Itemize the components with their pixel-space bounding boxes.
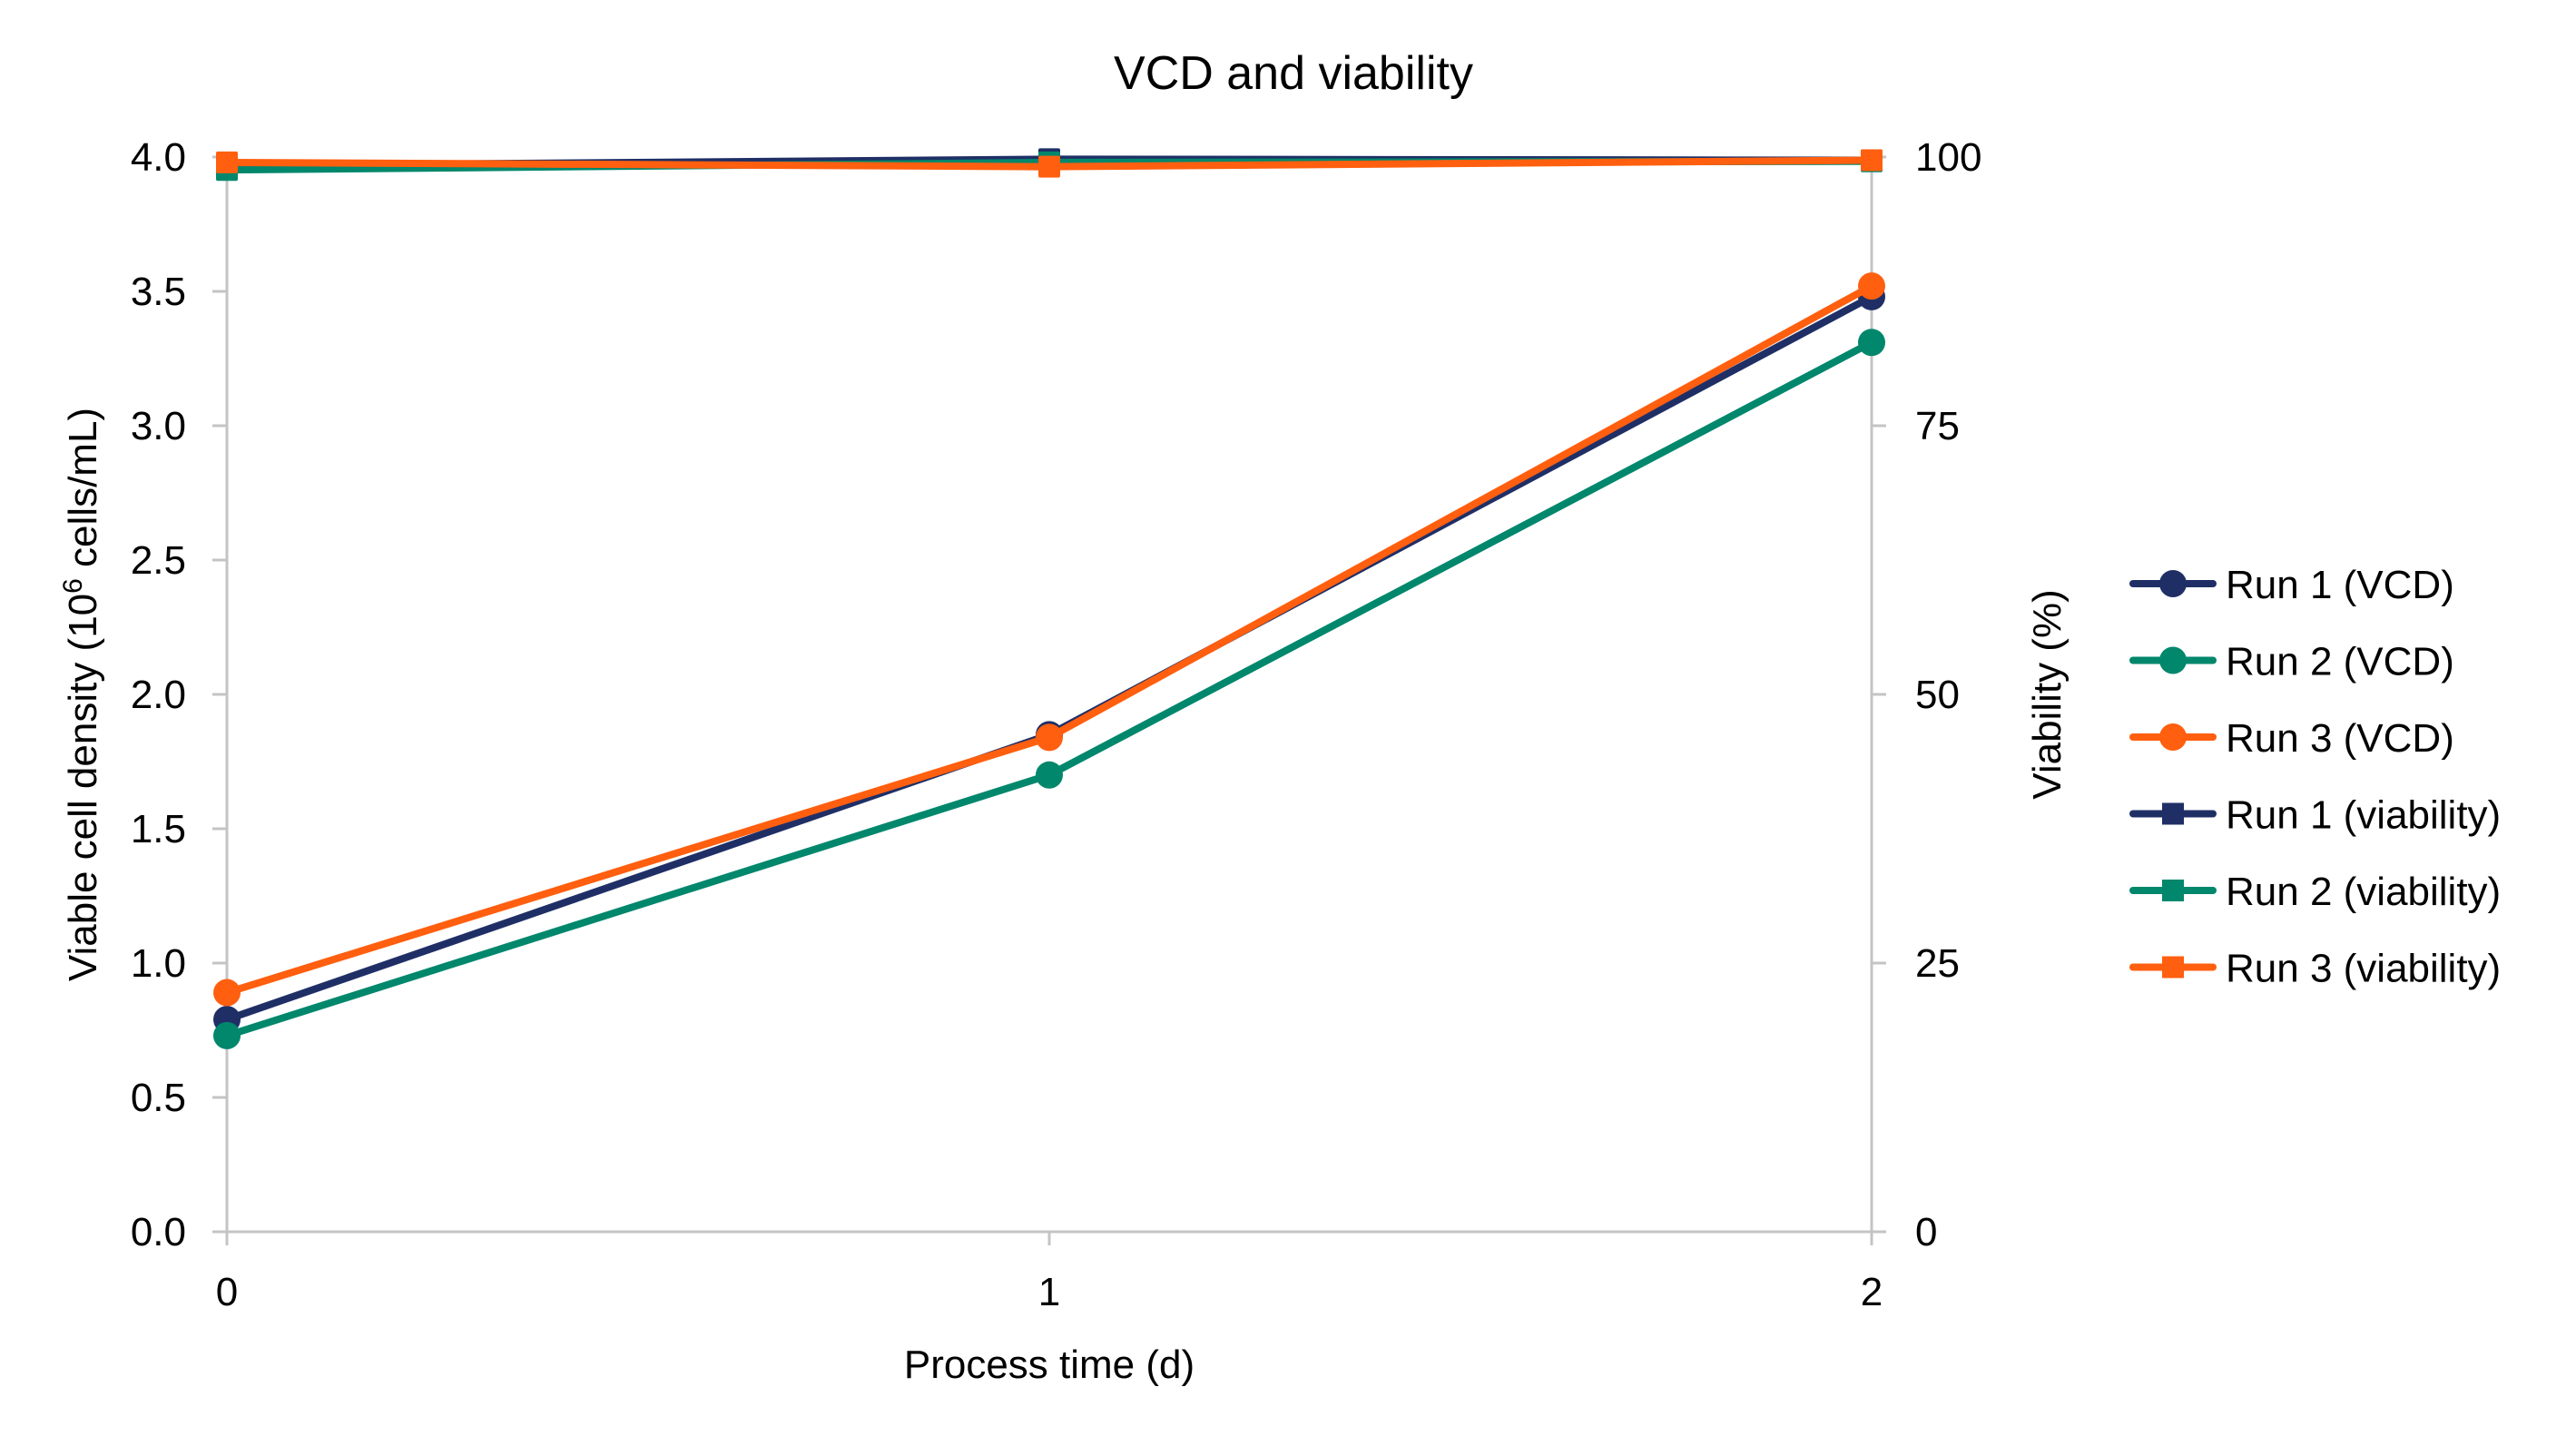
- data-point-circle[interactable]: [1036, 723, 1063, 752]
- series-run-3-viability: [216, 149, 1883, 178]
- legend-label: Run 1 (viability): [2226, 793, 2501, 838]
- x-tick-label: 0: [216, 1270, 238, 1314]
- axes: [213, 157, 1885, 1244]
- y-axis-title: Viable cell density (106 cells/mL): [58, 408, 105, 981]
- right-tick-label: 75: [1915, 404, 1960, 448]
- series-line: [225, 282, 1873, 997]
- y-axis-title-unit: cells/mL): [61, 408, 105, 578]
- data-point-square[interactable]: [1861, 149, 1883, 172]
- right-tick-label: 50: [1915, 673, 1960, 717]
- legend-item[interactable]: Run 1 (viability): [2129, 793, 2501, 838]
- legend-label: Run 2 (VCD): [2226, 640, 2454, 684]
- legend-label: Run 1 (VCD): [2226, 563, 2454, 607]
- legend-circle-marker-icon: [2159, 646, 2187, 674]
- legend-square-marker-icon: [2162, 956, 2184, 979]
- legend-item[interactable]: Run 1 (VCD): [2129, 563, 2454, 607]
- right-tick-label: 0: [1915, 1210, 1937, 1254]
- right-tick-label: 25: [1915, 941, 1960, 986]
- left-tick-label: 1.0: [131, 941, 186, 986]
- data-point-circle[interactable]: [1858, 329, 1885, 357]
- data-point-circle[interactable]: [213, 979, 241, 1007]
- legend-square-marker-icon: [2162, 880, 2184, 901]
- left-tick-label: 3.0: [131, 404, 186, 448]
- x-ticks: 0 1 2: [216, 1232, 1883, 1314]
- right-ticks: 0 25 50 75 100: [1872, 135, 1981, 1254]
- y-axis-title-superscript: 6: [58, 578, 88, 594]
- left-tick-label: 2.5: [131, 538, 186, 583]
- legend-item[interactable]: Run 3 (viability): [2129, 947, 2501, 991]
- data-point-circle[interactable]: [1858, 272, 1885, 300]
- series-line: [225, 293, 1873, 1023]
- series-run-3-vcd: [213, 272, 1885, 1007]
- x-tick-label: 2: [1861, 1270, 1883, 1314]
- legend-label: Run 3 (viability): [2226, 947, 2501, 991]
- legend-item[interactable]: Run 3 (VCD): [2129, 716, 2454, 761]
- right-tick-label: 100: [1915, 135, 1981, 180]
- x-axis-title: Process time (d): [904, 1343, 1195, 1387]
- legend-square-marker-icon: [2162, 802, 2184, 825]
- y-axis-title-main: Viable cell density (10: [61, 594, 105, 981]
- legend-item[interactable]: Run 2 (VCD): [2129, 640, 2454, 684]
- chart-title: VCD and viability: [1114, 47, 1473, 100]
- series-layer: [213, 148, 1885, 1049]
- legend-label: Run 2 (viability): [2226, 870, 2501, 914]
- legend-circle-marker-icon: [2159, 723, 2187, 751]
- left-tick-label: 3.5: [131, 270, 186, 314]
- x-tick-label: 1: [1038, 1270, 1060, 1314]
- legend-circle-marker-icon: [2159, 570, 2187, 597]
- data-point-square[interactable]: [216, 151, 238, 173]
- left-tick-label: 0.0: [131, 1210, 186, 1254]
- data-point-square[interactable]: [1038, 155, 1060, 178]
- legend-label: Run 3 (VCD): [2226, 716, 2454, 761]
- data-point-circle[interactable]: [1036, 761, 1063, 789]
- data-point-circle[interactable]: [213, 1021, 241, 1049]
- y2-axis-title: Viability (%): [2025, 589, 2070, 799]
- left-tick-label: 2.0: [131, 673, 186, 717]
- left-tick-label: 4.0: [131, 135, 186, 180]
- left-tick-label: 1.5: [131, 807, 186, 851]
- legend-item[interactable]: Run 2 (viability): [2129, 870, 2501, 914]
- left-ticks: 0.0 0.5 1.0 1.5 2.0 2.5 3.0 3.5 4.0: [131, 135, 227, 1254]
- left-tick-label: 0.5: [131, 1076, 186, 1120]
- legend: Run 1 (VCD) Run 2 (VCD) Run 3 (VCD) Run 1 (…: [2129, 563, 2501, 991]
- series-run-2-vcd: [213, 329, 1885, 1049]
